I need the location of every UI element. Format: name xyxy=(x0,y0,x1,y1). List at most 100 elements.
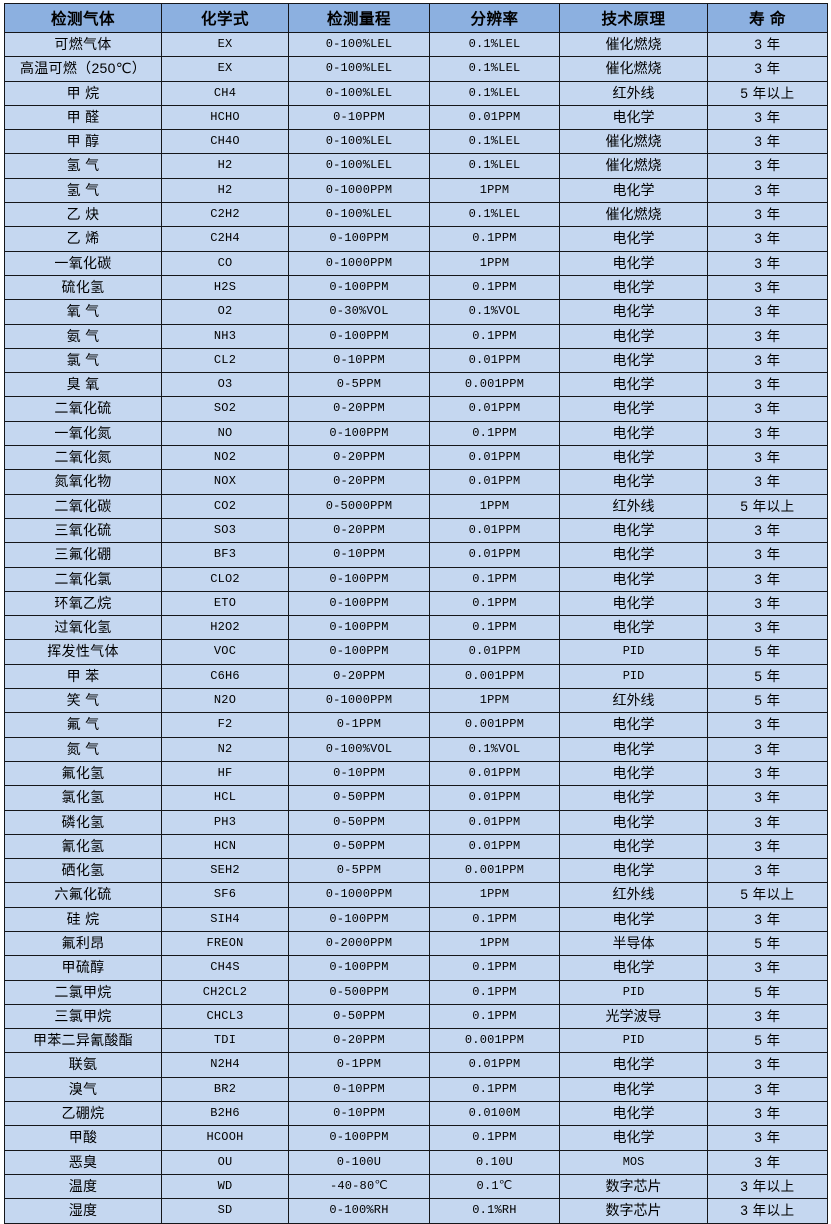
cell-detection-range: 0-100U xyxy=(288,1149,430,1175)
table-row: 氧 气 O2 0-30%VOL 0.1%VOL 电化学 3 年 xyxy=(4,299,828,325)
cell-technology: 电化学 xyxy=(559,177,708,204)
cell-gas-name: 氯 气 xyxy=(4,347,162,374)
cell-gas-name: 一氧化碳 xyxy=(4,250,162,276)
cell-lifespan: 3 年 xyxy=(707,1076,828,1103)
cell-chemical-formula: HCL xyxy=(161,785,289,811)
cell-detection-range: 0-100%LEL xyxy=(288,80,430,106)
cell-resolution: 0.001PPM xyxy=(429,712,560,738)
cell-chemical-formula: HCN xyxy=(161,833,289,860)
cell-detection-range: 0-100PPM xyxy=(288,955,430,981)
cell-gas-name: 甲 烷 xyxy=(4,80,162,106)
table-row: 二氧化氯 CLO2 0-100PPM 0.1PPM 电化学 3 年 xyxy=(4,566,828,592)
table-row: 氟 气 F2 0-1PPM 0.001PPM 电化学 3 年 xyxy=(4,712,828,738)
cell-chemical-formula: CH4O xyxy=(161,129,289,155)
cell-chemical-formula: C2H4 xyxy=(161,226,289,252)
cell-resolution: 1PPM xyxy=(429,930,560,957)
cell-resolution: 0.1%LEL xyxy=(429,129,560,155)
table-row: 可燃气体 EX 0-100%LEL 0.1%LEL 催化燃烧 3 年 xyxy=(4,31,828,58)
cell-resolution: 0.01PPM xyxy=(429,639,560,665)
cell-resolution: 0.1%LEL xyxy=(429,202,560,228)
cell-resolution: 0.1PPM xyxy=(429,226,560,252)
cell-detection-range: 0-20PPM xyxy=(288,445,430,471)
cell-technology: 光学波导 xyxy=(559,1003,708,1030)
cell-technology: 电化学 xyxy=(559,809,708,835)
cell-lifespan: 3 年 xyxy=(707,517,828,544)
cell-gas-name: 氢 气 xyxy=(4,153,162,179)
cell-resolution: 0.1PPM xyxy=(429,979,560,1005)
cell-resolution: 0.01PPM xyxy=(429,760,560,787)
cell-resolution: 0.10U xyxy=(429,1149,560,1175)
table-body: 可燃气体 EX 0-100%LEL 0.1%LEL 催化燃烧 3 年高温可燃（250℃） E… xyxy=(4,31,828,1224)
cell-technology: 红外线 xyxy=(559,493,708,519)
cell-detection-range: 0-10PPM xyxy=(288,1076,430,1103)
cell-resolution: 0.1PPM xyxy=(429,590,560,617)
cell-technology: 红外线 xyxy=(559,688,708,714)
cell-technology: MOS xyxy=(559,1149,708,1175)
table-row: 硫化氢 H2S 0-100PPM 0.1PPM 电化学 3 年 xyxy=(4,274,828,301)
cell-resolution: 0.01PPM xyxy=(429,347,560,374)
cell-gas-name: 二氧化氯 xyxy=(4,566,162,592)
cell-lifespan: 3 年 xyxy=(707,1052,828,1078)
cell-gas-name: 氮氧化物 xyxy=(4,469,162,495)
cell-technology: 电化学 xyxy=(559,299,708,325)
cell-lifespan: 3 年 xyxy=(707,785,828,811)
table-row: 氮氧化物 NOX 0-20PPM 0.01PPM 电化学 3 年 xyxy=(4,469,828,495)
cell-gas-name: 乙 炔 xyxy=(4,202,162,228)
cell-resolution: 0.01PPM xyxy=(429,542,560,568)
cell-chemical-formula: NOX xyxy=(161,469,289,495)
table-row: 笑 气 N2O 0-1000PPM 1PPM 红外线 5 年 xyxy=(4,688,828,714)
table-header-row: 检测气体 化学式 检测量程 分辨率 技术原理 寿 命 xyxy=(4,3,828,33)
cell-gas-name: 三氯甲烷 xyxy=(4,1003,162,1030)
cell-chemical-formula: C2H2 xyxy=(161,202,289,228)
cell-resolution: 0.01PPM xyxy=(429,809,560,835)
cell-chemical-formula: BF3 xyxy=(161,542,289,568)
cell-resolution: 0.01PPM xyxy=(429,469,560,495)
cell-gas-name: 硫化氢 xyxy=(4,274,162,301)
cell-resolution: 0.1PPM xyxy=(429,274,560,301)
cell-detection-range: 0-10PPM xyxy=(288,1101,430,1127)
cell-lifespan: 3 年 xyxy=(707,420,828,447)
cell-gas-name: 笑 气 xyxy=(4,688,162,714)
table-row: 一氧化氮 NO 0-100PPM 0.1PPM 电化学 3 年 xyxy=(4,420,828,447)
table-row: 氢 气 H2 0-100%LEL 0.1%LEL 催化燃烧 3 年 xyxy=(4,153,828,179)
column-header-range: 检测量程 xyxy=(288,3,430,33)
cell-technology: 电化学 xyxy=(559,517,708,544)
cell-gas-name: 湿度 xyxy=(4,1198,162,1224)
table-row: 二氧化氮 NO2 0-20PPM 0.01PPM 电化学 3 年 xyxy=(4,445,828,471)
table-row: 温度 WD -40-80℃ 0.1℃ 数字芯片 3 年以上 xyxy=(4,1173,828,1200)
cell-resolution: 0.01PPM xyxy=(429,833,560,860)
table-row: 甲 醇 CH4O 0-100%LEL 0.1%LEL 催化燃烧 3 年 xyxy=(4,129,828,155)
cell-chemical-formula: EX xyxy=(161,56,289,82)
table-row: 硒化氢 SEH2 0-5PPM 0.001PPM 电化学 3 年 xyxy=(4,858,828,884)
cell-chemical-formula: N2 xyxy=(161,736,289,762)
cell-gas-name: 六氟化硫 xyxy=(4,882,162,908)
cell-detection-range: 0-10PPM xyxy=(288,104,430,131)
cell-chemical-formula: CO2 xyxy=(161,493,289,519)
column-header-resolution: 分辨率 xyxy=(429,3,560,33)
cell-resolution: 0.001PPM xyxy=(429,858,560,884)
cell-technology: 催化燃烧 xyxy=(559,129,708,155)
cell-gas-name: 臭 氧 xyxy=(4,372,162,398)
cell-chemical-formula: CH2CL2 xyxy=(161,979,289,1005)
cell-technology: 红外线 xyxy=(559,80,708,106)
cell-gas-name: 可燃气体 xyxy=(4,31,162,58)
cell-gas-name: 二氧化硫 xyxy=(4,396,162,422)
cell-resolution: 0.1PPM xyxy=(429,615,560,641)
cell-chemical-formula: FREON xyxy=(161,930,289,957)
table-row: 甲酸 HCOOH 0-100PPM 0.1PPM 电化学 3 年 xyxy=(4,1125,828,1151)
column-header-technology: 技术原理 xyxy=(559,3,708,33)
cell-technology: 半导体 xyxy=(559,930,708,957)
cell-technology: PID xyxy=(559,639,708,665)
gas-sensor-specification-table: 检测气体 化学式 检测量程 分辨率 技术原理 寿 命 可燃气体 EX 0-100%L… xyxy=(4,3,828,1224)
cell-resolution: 0.001PPM xyxy=(429,1028,560,1054)
cell-chemical-formula: CLO2 xyxy=(161,566,289,592)
cell-gas-name: 硅 烷 xyxy=(4,906,162,932)
cell-lifespan: 3 年 xyxy=(707,153,828,179)
table-row: 湿度 SD 0-100%RH 0.1%RH 数字芯片 3 年以上 xyxy=(4,1198,828,1224)
cell-technology: 电化学 xyxy=(559,396,708,422)
cell-detection-range: 0-30%VOL xyxy=(288,299,430,325)
cell-gas-name: 乙 烯 xyxy=(4,226,162,252)
cell-resolution: 0.01PPM xyxy=(429,396,560,422)
cell-lifespan: 3 年 xyxy=(707,469,828,495)
cell-resolution: 1PPM xyxy=(429,177,560,204)
